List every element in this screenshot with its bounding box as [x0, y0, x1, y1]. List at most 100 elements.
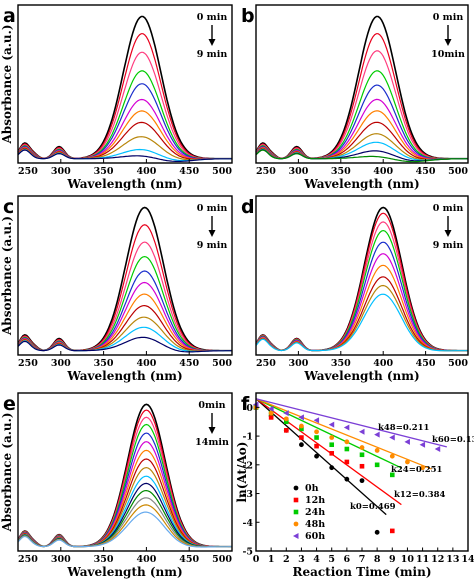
x-tick-label: 350 [94, 166, 114, 177]
data-point-60h [389, 434, 395, 441]
legend-label: 24h [305, 507, 325, 518]
data-point-60h [419, 441, 426, 448]
x-axis-label: Wavelength (nm) [303, 369, 419, 383]
x-tick-label: 250 [18, 166, 38, 177]
x-axis-label: Wavelength (nm) [66, 177, 182, 191]
legend-marker [293, 497, 299, 503]
time-start-label: 0 min [197, 12, 228, 23]
data-point-60h [434, 446, 441, 453]
spectrum-line [17, 511, 232, 548]
fit-line-0h [255, 398, 387, 516]
x-tick-label: 350 [331, 166, 351, 177]
plot-frame [17, 4, 233, 164]
data-point-0h [359, 478, 365, 484]
spectrum-line [17, 316, 232, 352]
fit-line-60h [255, 398, 447, 448]
spectrum-line [17, 83, 232, 160]
time-arrow-head [208, 39, 216, 46]
fit-line-24h [255, 398, 402, 469]
data-point-60h [374, 431, 380, 438]
spectrum-line [17, 441, 232, 548]
legend-marker [293, 485, 299, 491]
data-point-24h [283, 419, 289, 425]
rate-constant-label: k60=0.133 [432, 435, 474, 445]
data-point-48h [329, 435, 335, 440]
panel-c: 250 300 350 400 450 500 Wavelength (nm) Absorba… [0, 195, 233, 383]
data-point-24h [329, 442, 335, 448]
x-tick-label: 450 [179, 554, 199, 565]
spectrum-line [255, 241, 468, 352]
x-tick-label: 5 [328, 554, 335, 565]
data-point-60h [298, 414, 304, 421]
x-tick-label: 2 [283, 554, 290, 565]
time-arrow-head [444, 230, 452, 237]
x-tick-label: 3 [298, 554, 305, 565]
data-point-0h [299, 442, 304, 448]
panel-letter: e [3, 393, 16, 415]
data-point-24h [299, 426, 304, 432]
data-point-48h [314, 429, 319, 435]
time-start-label: 0 min [433, 203, 464, 214]
panel-a: 250 300 350 400 450 500 Wavelength (nm) Absorba… [0, 4, 233, 191]
data-point-48h [374, 448, 380, 453]
x-axis-label: Wavelength (nm) [66, 565, 182, 579]
x-tick-label: 7 [359, 554, 366, 565]
x-tick-label: 250 [256, 358, 276, 369]
x-tick-label: 400 [136, 166, 156, 177]
x-tick-label: 500 [448, 166, 468, 177]
spectrum-line [17, 336, 232, 353]
x-tick-label: 13 [446, 554, 459, 565]
time-end-label: 10min [431, 49, 465, 60]
data-point-48h [344, 439, 350, 445]
spectrum-line [255, 149, 469, 163]
data-point-60h [404, 438, 410, 445]
rate-constant-label: k48=0.211 [378, 423, 430, 433]
time-arrow-head [444, 39, 452, 46]
legend-marker [293, 521, 299, 527]
data-point-48h [268, 410, 274, 416]
x-tick-label: 300 [51, 358, 71, 369]
x-tick-label: 0 [253, 554, 260, 565]
x-tick-label: 8 [374, 554, 381, 565]
x-tick-label: 400 [373, 358, 393, 369]
time-start-label: 0 min [433, 12, 464, 23]
panel-e: 250 300 350 400 450 500 Wavelength (nm) Absorba… [0, 392, 233, 579]
fit-line-48h [255, 398, 432, 470]
x-tick-label: 300 [288, 166, 308, 177]
rate-constant-label: k24=0.251 [391, 465, 443, 475]
y-axis-label: Absorbance (a.u.) [0, 24, 14, 144]
data-point-48h [299, 423, 304, 429]
y-tick-label: 0 [246, 403, 253, 414]
x-tick-label: 400 [136, 358, 156, 369]
x-tick-label: 400 [136, 554, 156, 565]
data-point-12h [283, 428, 289, 433]
legend-label: 48h [305, 519, 325, 530]
data-point-24h [344, 446, 350, 452]
x-tick-label: 300 [288, 358, 308, 369]
spectrum-line [17, 449, 232, 548]
x-tick-label: 300 [51, 554, 71, 565]
data-point-60h [328, 421, 335, 428]
y-axis-label: Absorbance (a.u.) [0, 216, 14, 336]
y-tick-label: -1 [242, 432, 253, 443]
x-tick-label: 300 [51, 166, 71, 177]
x-tick-label: 6 [344, 554, 351, 565]
plot-frame [17, 195, 233, 356]
x-tick-label: 9 [389, 554, 396, 565]
spectrum-line [17, 149, 233, 162]
data-point-12h [268, 415, 274, 420]
data-point-0h [374, 529, 380, 535]
data-point-0h [344, 476, 350, 482]
data-point-60h [343, 424, 350, 431]
x-tick-label: 4 [313, 554, 320, 565]
data-point-12h [299, 435, 304, 440]
spectrum-line [255, 15, 468, 160]
y-tick-label: -4 [242, 518, 253, 529]
x-tick-label: 350 [94, 554, 114, 565]
x-tick-label: 12 [431, 554, 444, 565]
fit-line-12h [255, 398, 402, 506]
x-axis-label: Wavelength (nm) [66, 369, 182, 383]
x-tick-label: 500 [212, 166, 232, 177]
panel-b: 250 300 350 400 450 500 Wavelength (nm) b 0 min 1… [241, 4, 469, 191]
